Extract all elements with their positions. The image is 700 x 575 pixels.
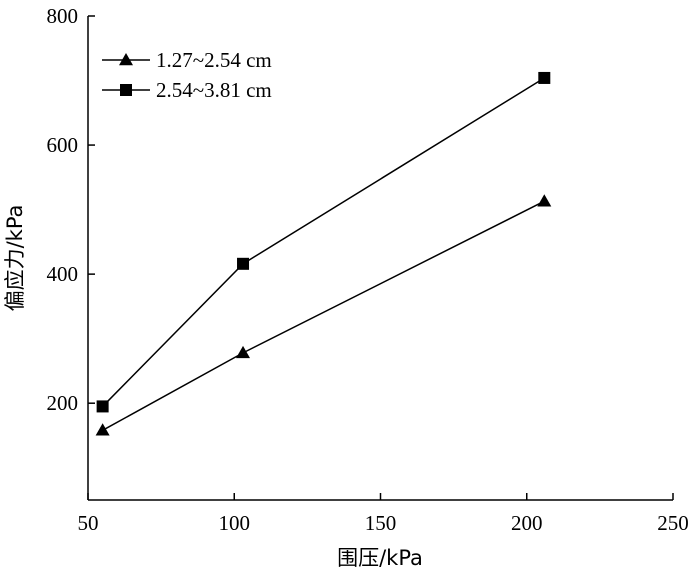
series-lines: [102, 77, 545, 431]
series-line-1: [102, 200, 545, 431]
data-point-square: [538, 71, 551, 84]
y-tick-label: 400: [47, 262, 79, 286]
legend-marker-square: [120, 84, 132, 96]
ticks: [87, 15, 674, 500]
data-point-triangle: [95, 423, 110, 436]
x-tick-label: 100: [219, 511, 251, 535]
y-tick-label: 600: [47, 133, 79, 157]
markers: [95, 71, 552, 436]
legend: 1.27~2.54 cm 2.54~3.81 cm: [102, 48, 272, 102]
legend-item-2: 2.54~3.81 cm: [102, 78, 272, 102]
data-point-square: [237, 257, 250, 270]
legend-label: 1.27~2.54 cm: [156, 48, 272, 72]
data-point-triangle: [537, 194, 552, 207]
legend-label: 2.54~3.81 cm: [156, 78, 272, 102]
legend-item-1: 1.27~2.54 cm: [102, 48, 272, 72]
x-tick-label: 200: [511, 511, 543, 535]
x-tick-label: 150: [365, 511, 397, 535]
x-tick-label: 50: [78, 511, 99, 535]
y-tick-label: 800: [47, 4, 79, 28]
y-axis-title: 偏应力/kPa: [3, 205, 27, 312]
data-point-triangle: [236, 345, 251, 359]
x-axis-title: 围压/kPa: [337, 546, 423, 570]
series-line-2: [102, 77, 545, 407]
data-point-square: [96, 400, 109, 413]
legend-marker-triangle: [119, 53, 133, 66]
x-tick-label: 250: [657, 511, 689, 535]
y-tick-label: 200: [47, 391, 79, 415]
tick-labels: 50 100 150 200 250 200 400 600 800: [47, 4, 689, 535]
